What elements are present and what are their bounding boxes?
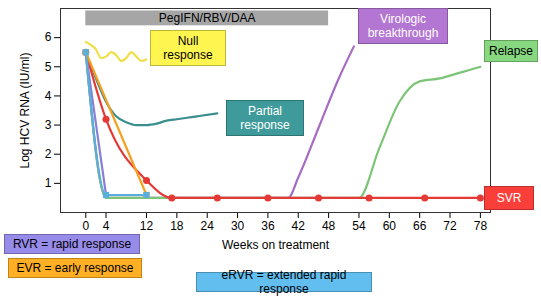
html-text:Partial response: Partial response (240, 104, 290, 132)
svg-text:PegIFN/RBV/DAA: PegIFN/RBV/DAA (159, 11, 256, 25)
html-text:SVR: SVR (496, 191, 522, 205)
svg-text:2: 2 (45, 147, 52, 161)
svg-text:36: 36 (261, 219, 275, 233)
svg-text:42: 42 (292, 219, 306, 233)
svg-text:60: 60 (383, 219, 397, 233)
svg-text:Weeks on treatment: Weeks on treatment (222, 238, 330, 252)
svg-text:18: 18 (170, 219, 184, 233)
svg-text:12: 12 (140, 219, 154, 233)
svg-text:Log HCV RNA (IU/ml): Log HCV RNA (IU/ml) (18, 52, 32, 168)
svg-text:6: 6 (45, 30, 52, 44)
html-text:EVR = early response: EVR = early response (16, 261, 134, 275)
svg-text:1: 1 (45, 176, 52, 190)
svg-text:24: 24 (201, 219, 215, 233)
svg-text:4: 4 (45, 89, 52, 103)
svg-text:4: 4 (103, 219, 110, 233)
svg-text:30: 30 (231, 219, 245, 233)
html-text:RVR = rapid response: RVR = rapid response (12, 237, 132, 251)
svg-text:48: 48 (322, 219, 336, 233)
html-text:Relapse: Relapse (489, 44, 533, 58)
svg-text:54: 54 (352, 219, 366, 233)
html-text:Null response: Null response (163, 34, 213, 62)
svg-text:3: 3 (45, 118, 52, 132)
svg-text:72: 72 (443, 219, 457, 233)
svg-text:66: 66 (413, 219, 427, 233)
svg-text:78: 78 (474, 219, 488, 233)
svg-text:0: 0 (82, 219, 89, 233)
html-text:Virologic breakthrough: Virologic breakthrough (367, 12, 439, 40)
html-text:eRVR = extended rapid response: eRVR = extended rapid response (221, 268, 347, 296)
svg-text:5: 5 (45, 60, 52, 74)
